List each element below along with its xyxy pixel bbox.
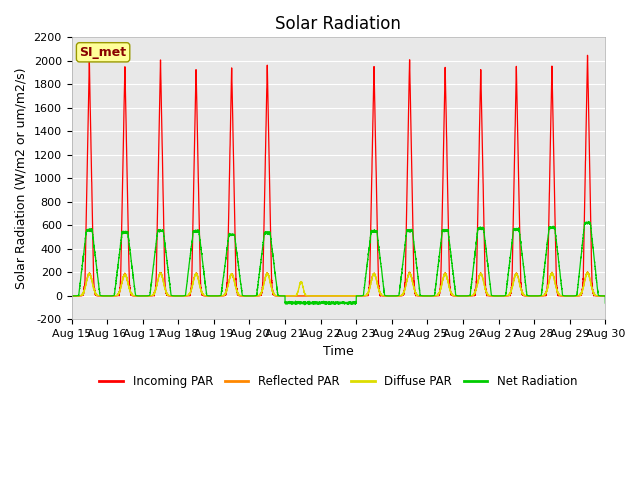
X-axis label: Time: Time: [323, 345, 354, 358]
Legend: Incoming PAR, Reflected PAR, Diffuse PAR, Net Radiation: Incoming PAR, Reflected PAR, Diffuse PAR…: [95, 370, 582, 393]
Y-axis label: Solar Radiation (W/m2 or um/m2/s): Solar Radiation (W/m2 or um/m2/s): [15, 68, 28, 289]
Text: SI_met: SI_met: [79, 46, 127, 59]
Title: Solar Radiation: Solar Radiation: [275, 15, 401, 33]
